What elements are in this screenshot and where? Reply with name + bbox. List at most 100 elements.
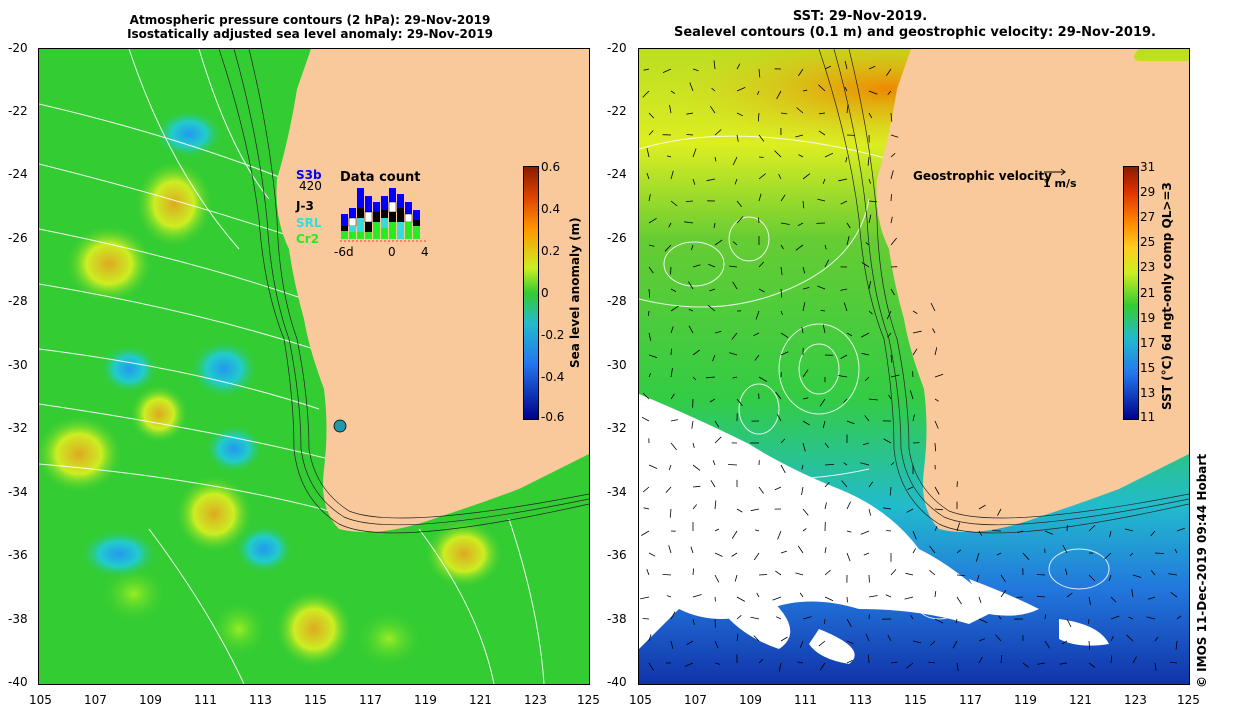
velocity-vector: [692, 464, 701, 471]
velocity-vector: [670, 288, 677, 292]
velocity-vector: [956, 596, 962, 605]
velocity-vector: [1174, 548, 1178, 554]
cbar-tick: 25: [1140, 235, 1156, 249]
velocity-vector: [648, 464, 658, 469]
velocity-vector: [820, 309, 826, 312]
velocity-vector: [846, 640, 854, 645]
velocity-vector: [799, 640, 804, 648]
velocity-vector: [648, 217, 657, 224]
lat-tick: -38: [8, 612, 28, 626]
velocity-vector: [912, 330, 922, 334]
velocity-vector: [996, 552, 1002, 556]
velocity-vector: [736, 87, 746, 92]
velocity-vector: [824, 481, 830, 488]
velocity-vector: [690, 546, 694, 554]
velocity-vector: [1176, 527, 1185, 532]
velocity-vector: [929, 640, 936, 646]
velocity-vector: [692, 264, 701, 268]
lat-tick: -22: [8, 104, 28, 118]
velocity-vector: [795, 244, 804, 251]
velocity-vector: [692, 349, 700, 356]
velocity-vector: [887, 634, 892, 642]
velocity-vector: [1126, 634, 1134, 642]
cbar-tick: 15: [1140, 361, 1156, 375]
velocity-vector: [905, 572, 914, 576]
velocity-scale-label: 1 m/s: [1043, 177, 1077, 190]
velocity-vector: [934, 347, 938, 356]
velocity-vector: [802, 266, 806, 274]
velocity-vector: [776, 90, 782, 100]
velocity-vector: [706, 376, 716, 379]
right-title-line2: Sealevel contours (0.1 m) and geostrophi…: [674, 25, 1156, 40]
lat-tick: -40: [607, 675, 627, 689]
velocity-vector: [778, 173, 782, 180]
velocity-vector: [643, 68, 650, 71]
velocity-vector: [930, 302, 936, 312]
velocity-vector: [1129, 552, 1134, 557]
velocity-vector: [670, 348, 672, 356]
velocity-vector: [1147, 596, 1156, 600]
velocity-vector: [758, 193, 762, 202]
velocity-vector: [1088, 596, 1091, 605]
velocity-vector: [734, 178, 738, 185]
sea-level-anomaly-map: [39, 49, 589, 684]
velocity-vector: [774, 486, 782, 491]
velocity-vector: [868, 398, 878, 401]
velocity-vector: [732, 376, 738, 379]
data-count-histogram: [340, 188, 428, 242]
velocity-vector: [1000, 589, 1007, 598]
lat-tick: -30: [607, 358, 627, 372]
velocity-vector: [798, 68, 804, 77]
velocity-vector: [640, 596, 650, 600]
velocity-vector: [684, 662, 694, 667]
velocity-vector: [666, 595, 672, 598]
velocity-vector: [753, 332, 760, 337]
velocity-vector: [780, 310, 783, 315]
legend-axis-zero: 0: [388, 245, 396, 259]
velocity-vector: [1061, 640, 1068, 645]
velocity-vector: [802, 369, 809, 378]
velocity-vector: [758, 288, 765, 293]
velocity-vector: [798, 154, 804, 158]
velocity-vector: [955, 618, 958, 624]
velocity-vector: [1044, 614, 1046, 620]
velocity-vector: [777, 530, 782, 540]
velocity-vector: [710, 480, 716, 488]
velocity-vector: [886, 530, 892, 532]
legend-cr2: Cr2: [296, 232, 320, 246]
lat-tick: -32: [607, 421, 627, 435]
velocity-vector: [1017, 530, 1024, 533]
velocity-vector: [868, 595, 878, 598]
velocity-vector: [753, 635, 760, 642]
velocity-vector: [1088, 618, 1090, 624]
velocity-vector: [736, 398, 743, 407]
velocity-vector: [795, 572, 804, 576]
velocity-vector: [998, 615, 1002, 620]
velocity-vector: [736, 200, 742, 207]
cbar-tick: 27: [1140, 210, 1156, 224]
velocity-vector: [662, 68, 672, 73]
lon-tick: 115: [304, 693, 327, 707]
velocity-vector: [670, 640, 674, 649]
velocity-vector: [802, 200, 805, 209]
velocity-vector: [886, 310, 892, 320]
velocity-vector: [819, 662, 826, 671]
velocity-vector: [712, 354, 716, 362]
velocity-vector: [844, 86, 848, 92]
velocity-vector: [732, 281, 738, 290]
velocity-vector: [780, 222, 790, 225]
velocity-vector: [709, 105, 716, 114]
velocity-vector: [646, 569, 650, 576]
legend-j3: J-3: [296, 199, 314, 213]
velocity-vector: [801, 327, 804, 334]
left-title-line1: Atmospheric pressure contours (2 hPa): 2…: [129, 13, 491, 27]
velocity-vector: [907, 486, 914, 490]
velocity-vector: [775, 570, 782, 576]
velocity-vector: [1110, 615, 1120, 620]
velocity-vector: [758, 574, 768, 576]
velocity-vector: [890, 170, 894, 180]
velocity-vector: [1066, 592, 1073, 598]
lat-tick: -22: [607, 104, 627, 118]
velocity-vector: [802, 528, 807, 532]
velocity-vector: [757, 90, 760, 95]
